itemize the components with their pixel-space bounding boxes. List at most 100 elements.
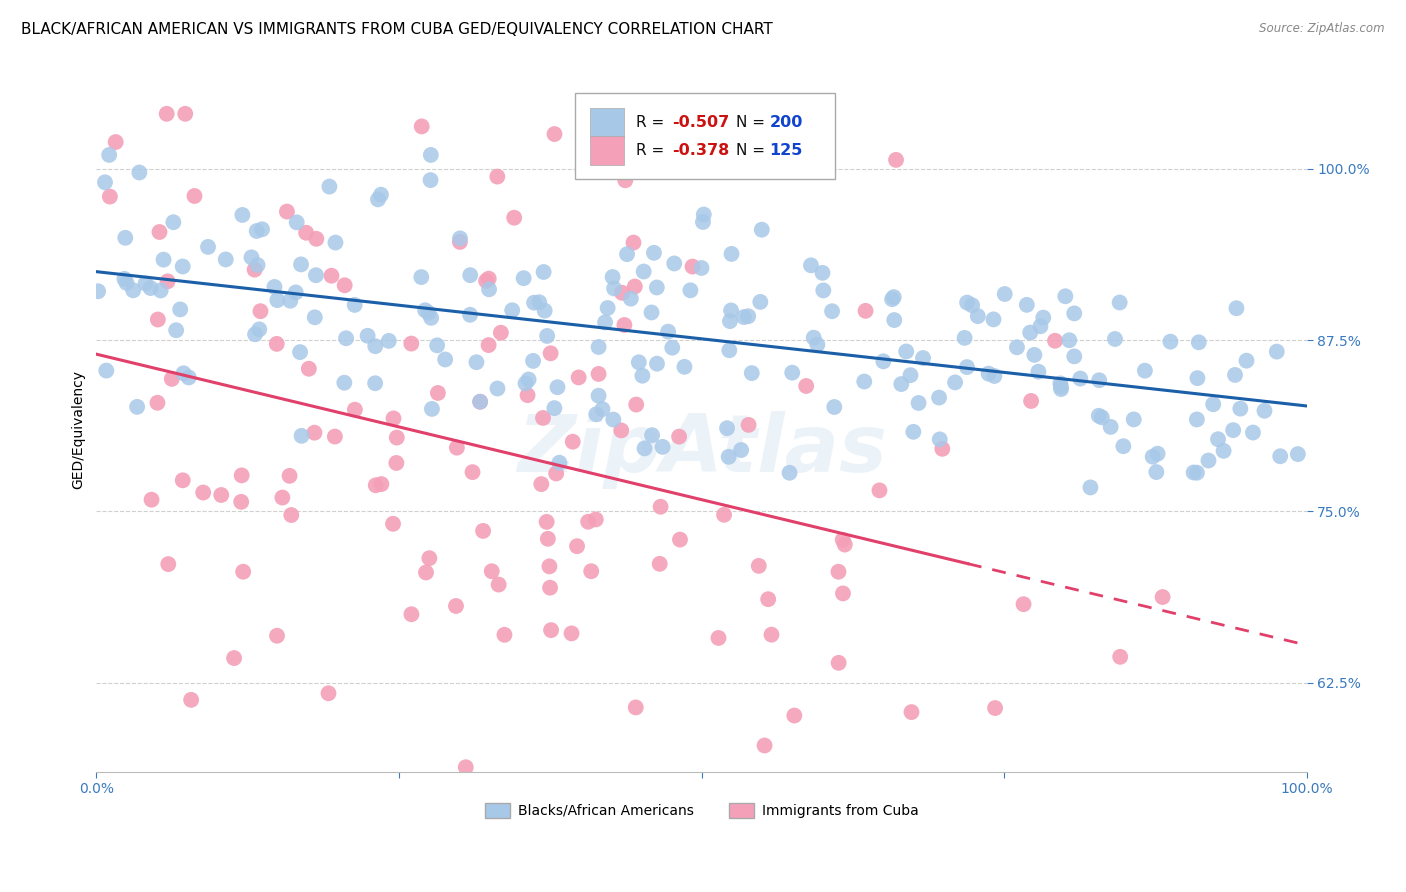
Point <box>643 245 665 260</box>
Point <box>536 515 558 529</box>
Point <box>529 295 551 310</box>
Point <box>531 411 554 425</box>
Point <box>754 739 776 753</box>
Point <box>1229 401 1251 416</box>
Point <box>651 440 673 454</box>
Point <box>1112 439 1135 453</box>
Point <box>157 557 180 571</box>
Point <box>94 175 117 189</box>
Point <box>671 798 693 813</box>
Point <box>501 303 523 318</box>
FancyBboxPatch shape <box>575 94 835 179</box>
Point <box>1104 332 1126 346</box>
Point <box>1270 449 1292 463</box>
Point <box>779 466 801 480</box>
Point <box>156 107 179 121</box>
Text: -0.507: -0.507 <box>672 115 730 130</box>
Point <box>115 276 138 290</box>
Point <box>900 705 922 719</box>
Point <box>461 465 484 479</box>
Point <box>547 380 569 394</box>
Point <box>370 477 392 491</box>
Point <box>668 429 690 443</box>
Point <box>1265 344 1288 359</box>
Point <box>682 260 704 274</box>
Point <box>418 551 440 566</box>
Point <box>246 224 269 238</box>
Point <box>1236 353 1258 368</box>
Point <box>475 274 498 288</box>
Point <box>579 564 602 578</box>
Point <box>1144 465 1167 479</box>
Text: R =: R = <box>637 144 669 158</box>
Point <box>1050 380 1073 394</box>
Point <box>517 372 540 386</box>
Point <box>1012 597 1035 611</box>
Point <box>1019 326 1042 340</box>
Point <box>249 304 271 318</box>
Point <box>749 294 772 309</box>
Point <box>458 268 481 282</box>
Point <box>232 565 254 579</box>
Point <box>98 189 121 203</box>
Point <box>276 204 298 219</box>
Point <box>304 425 326 440</box>
Point <box>290 257 312 271</box>
Point <box>247 322 270 336</box>
Point <box>720 247 742 261</box>
Point <box>717 450 740 464</box>
Point <box>928 433 950 447</box>
Point <box>576 515 599 529</box>
Point <box>610 424 633 438</box>
FancyBboxPatch shape <box>591 108 624 137</box>
Point <box>718 314 741 328</box>
Point <box>648 557 671 571</box>
Point <box>943 376 966 390</box>
Point <box>1091 410 1114 425</box>
Point <box>468 394 491 409</box>
Point <box>172 473 194 487</box>
Point <box>1185 412 1208 426</box>
Point <box>197 240 219 254</box>
Point <box>911 351 934 365</box>
Point <box>783 708 806 723</box>
Point <box>1029 319 1052 334</box>
Point <box>869 483 891 498</box>
Point <box>246 258 269 272</box>
Point <box>560 626 582 640</box>
Point <box>356 328 378 343</box>
Point <box>434 352 457 367</box>
Point <box>114 231 136 245</box>
Point <box>692 215 714 229</box>
Point <box>751 223 773 237</box>
Point <box>458 308 481 322</box>
Point <box>321 268 343 283</box>
Text: N =: N = <box>735 115 769 130</box>
Point <box>813 284 835 298</box>
Point <box>720 303 742 318</box>
Point <box>1080 480 1102 494</box>
Point <box>516 388 538 402</box>
FancyBboxPatch shape <box>591 136 624 165</box>
Point <box>543 127 565 141</box>
Point <box>983 312 1005 326</box>
Point <box>523 295 546 310</box>
Point <box>367 193 389 207</box>
Point <box>152 252 174 267</box>
Point <box>1069 371 1091 385</box>
Point <box>263 280 285 294</box>
Point <box>364 376 387 391</box>
Point <box>305 268 328 283</box>
Point <box>803 331 825 345</box>
Point <box>1198 453 1220 467</box>
Point <box>122 283 145 297</box>
Point <box>537 532 560 546</box>
Point <box>512 271 534 285</box>
Point <box>737 310 759 324</box>
Point <box>385 431 408 445</box>
Point <box>411 120 433 134</box>
Point <box>626 398 648 412</box>
Point <box>591 402 613 417</box>
Point <box>1133 364 1156 378</box>
Point <box>343 402 366 417</box>
